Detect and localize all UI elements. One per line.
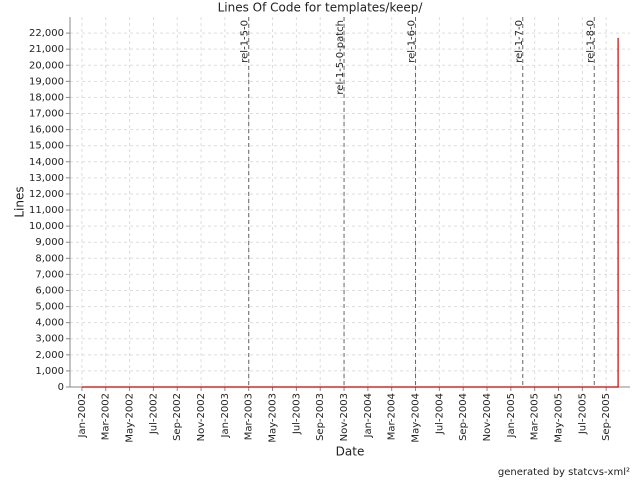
x-tick-label: Jan-2003 [220, 393, 231, 438]
tag-label: rel-1-6-0 [407, 20, 418, 63]
y-tick-label: 5,000 [35, 302, 64, 313]
x-tick-label: Jan-2005 [506, 393, 517, 438]
y-tick-label: 14,000 [29, 157, 64, 168]
y-tick-label: 8,000 [35, 253, 64, 264]
tag-label: rel-1-7-0 [514, 20, 525, 63]
y-tick-label: 0 [58, 382, 64, 393]
tag-label: rel-1-8-0 [585, 20, 596, 63]
y-tick-label: 3,000 [35, 334, 64, 345]
y-tick-label: 11,000 [29, 205, 64, 216]
x-tick-label: Mar-2004 [387, 393, 398, 440]
y-tick-label: 10,000 [29, 221, 64, 232]
x-tick-label: Mar-2005 [530, 393, 541, 440]
x-tick-label: Sep-2002 [172, 393, 183, 441]
x-tick-label: Jul-2004 [434, 393, 445, 435]
x-tick-label: Jan-2002 [77, 393, 88, 438]
y-tick-label: 2,000 [35, 350, 64, 361]
chart-title: Lines Of Code for templates/keep/ [218, 1, 424, 15]
x-tick-label: Sep-2005 [601, 393, 612, 441]
y-tick-label: 13,000 [29, 173, 64, 184]
x-tick-label: May-2002 [125, 393, 136, 443]
y-axis-label: Lines [13, 186, 27, 217]
x-tick-label: Jul-2005 [577, 393, 588, 435]
y-tick-label: 20,000 [29, 60, 64, 71]
y-tick-label: 16,000 [29, 125, 64, 136]
y-tick-label: 21,000 [29, 44, 64, 55]
y-tick-label: 6,000 [35, 285, 64, 296]
y-tick-label: 22,000 [29, 28, 64, 39]
y-tick-label: 19,000 [29, 76, 64, 87]
x-axis-label: Date [336, 445, 365, 459]
y-tick-label: 17,000 [29, 109, 64, 120]
x-tick-label: Mar-2002 [101, 393, 112, 440]
y-tick-label: 7,000 [35, 269, 64, 280]
series-line [81, 37, 619, 388]
y-tick-label: 15,000 [29, 141, 64, 152]
footer: generated by statcvs-xml² [498, 467, 630, 478]
x-tick-label: Jul-2002 [148, 393, 159, 435]
x-tick-label: Mar-2003 [244, 393, 255, 440]
tag-label: rel-1-5-0 [240, 20, 251, 63]
y-tick-label: 12,000 [29, 189, 64, 200]
x-tick-label: May-2005 [554, 393, 565, 443]
x-tick-label: Sep-2003 [315, 393, 326, 441]
x-tick-label: Nov-2002 [196, 393, 207, 441]
x-tick-label: May-2004 [411, 393, 422, 443]
x-tick-label: Nov-2003 [339, 393, 350, 441]
x-tick-label: Sep-2004 [458, 393, 469, 441]
y-tick-label: 9,000 [35, 237, 64, 248]
x-tick-label: May-2003 [268, 393, 279, 443]
y-tick-label: 1,000 [35, 366, 64, 377]
x-tick-label: Jan-2004 [363, 393, 374, 438]
y-tick-label: 4,000 [35, 318, 64, 329]
x-tick-label: Nov-2004 [482, 393, 493, 441]
x-tick-label: Jul-2003 [291, 393, 302, 435]
y-tick-label: 18,000 [29, 92, 64, 103]
tag-label: rel-1-5-0-patch [335, 20, 346, 95]
